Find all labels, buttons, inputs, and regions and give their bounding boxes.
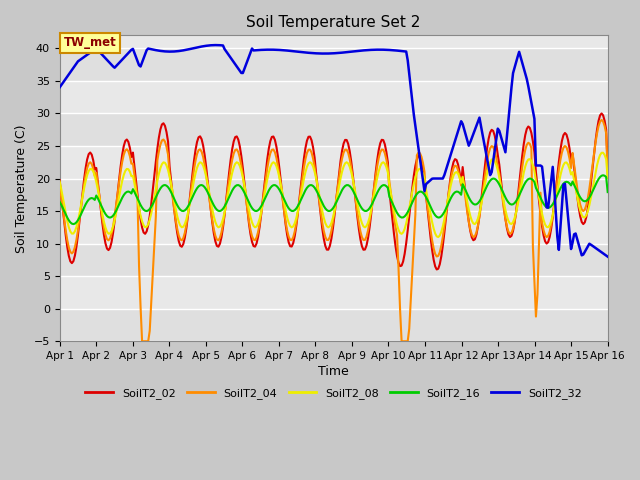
Bar bbox=[60, 113, 608, 146]
Legend: SoilT2_02, SoilT2_04, SoilT2_08, SoilT2_16, SoilT2_32: SoilT2_02, SoilT2_04, SoilT2_08, SoilT2_… bbox=[81, 383, 586, 403]
Bar bbox=[60, 309, 608, 341]
X-axis label: Time: Time bbox=[318, 365, 349, 378]
Title: Soil Temperature Set 2: Soil Temperature Set 2 bbox=[246, 15, 421, 30]
Bar bbox=[60, 48, 608, 81]
Y-axis label: Soil Temperature (C): Soil Temperature (C) bbox=[15, 124, 28, 252]
Text: TW_met: TW_met bbox=[64, 36, 116, 49]
Bar bbox=[60, 179, 608, 211]
Bar bbox=[60, 244, 608, 276]
